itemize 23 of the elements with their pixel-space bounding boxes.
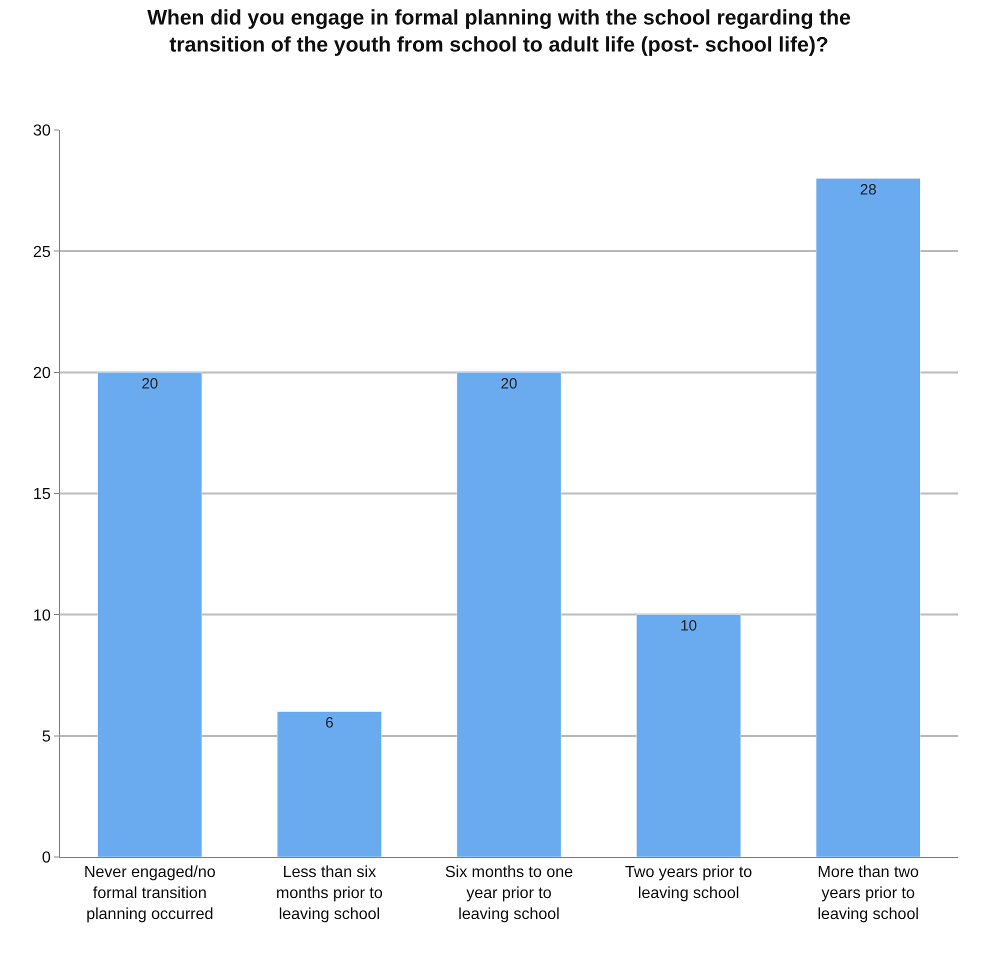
y-tick-label: 25 bbox=[33, 244, 51, 261]
y-tick-label: 0 bbox=[42, 850, 51, 867]
y-tick-label: 5 bbox=[42, 728, 51, 746]
chart-title: When did you engage in formal planning with the school regarding the transition of the youth from school to adult life (post- school life)? bbox=[147, 6, 851, 57]
x-tick-label: Two years prior to leaving school bbox=[625, 864, 752, 902]
x-tick-label: More than two years prior to leaving school bbox=[817, 864, 919, 923]
data-label: 20 bbox=[500, 375, 518, 392]
y-tick-label: 30 bbox=[33, 122, 51, 140]
bar bbox=[636, 614, 741, 857]
data-label: 10 bbox=[680, 618, 697, 635]
data-label: 6 bbox=[325, 714, 334, 732]
data-label: 20 bbox=[141, 375, 158, 392]
y-tick-label: 20 bbox=[33, 364, 51, 382]
x-tick-label: Less than six months prior to leaving school bbox=[276, 864, 383, 923]
data-label: 28 bbox=[860, 181, 877, 198]
x-tick-label: Never engaged/no formal transition planning occurred bbox=[84, 864, 216, 923]
bar bbox=[97, 372, 202, 857]
y-tick-label: 15 bbox=[33, 486, 51, 504]
bar bbox=[277, 711, 382, 857]
bar bbox=[816, 178, 921, 857]
x-tick-label: Six months to one year prior to leaving school bbox=[444, 864, 574, 923]
y-tick-label: 10 bbox=[33, 607, 51, 624]
bar bbox=[456, 372, 562, 857]
